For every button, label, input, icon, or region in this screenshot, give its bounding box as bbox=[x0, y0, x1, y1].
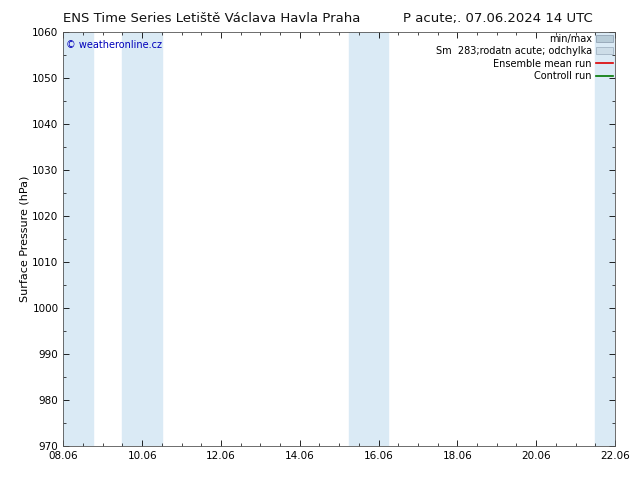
Bar bbox=[349, 32, 389, 446]
Bar bbox=[122, 32, 162, 446]
Legend: min/max, Sm  283;rodatn acute; odchylka, Ensemble mean run, Controll run: min/max, Sm 283;rodatn acute; odchylka, … bbox=[436, 34, 613, 81]
Bar bbox=[595, 32, 615, 446]
Text: © weatheronline.cz: © weatheronline.cz bbox=[66, 40, 162, 50]
Y-axis label: Surface Pressure (hPa): Surface Pressure (hPa) bbox=[20, 176, 30, 302]
Bar bbox=[63, 32, 93, 446]
Text: P acute;. 07.06.2024 14 UTC: P acute;. 07.06.2024 14 UTC bbox=[403, 12, 592, 25]
Text: ENS Time Series Letiště Václava Havla Praha: ENS Time Series Letiště Václava Havla Pr… bbox=[63, 12, 361, 25]
